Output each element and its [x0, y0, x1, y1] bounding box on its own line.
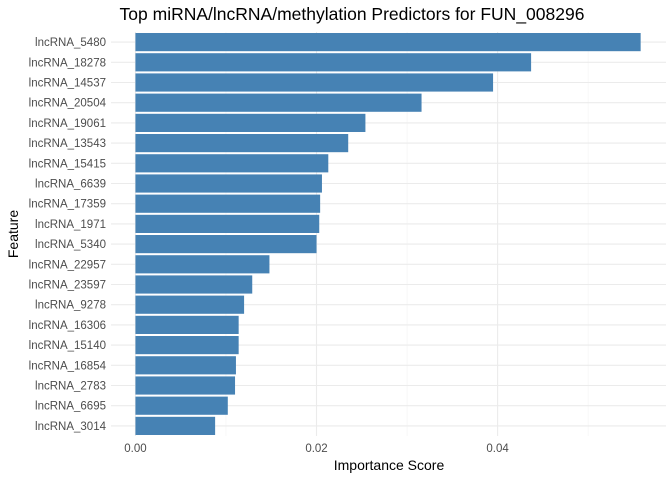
grid-lines — [111, 32, 666, 436]
bar-lncrna-16854 — [135, 356, 236, 375]
y-tick-label: lncRNA_16854 — [29, 360, 107, 372]
bar-lncrna-9278 — [135, 295, 245, 314]
y-tick-label: lncRNA_15140 — [29, 340, 106, 352]
y-tick-labels: lncRNA_5480 lncRNA_18278 lncRNA_14537 lncRN… — [29, 37, 107, 433]
y-tick-label: lncRNA_9278 — [35, 300, 106, 312]
y-tick-label: lncRNA_15415 — [29, 158, 106, 170]
bar-lncrna-5340 — [135, 235, 317, 254]
y-tick-label: lncRNA_22957 — [29, 259, 106, 271]
bar-lncrna-5480 — [135, 33, 641, 52]
bar-lncrna-6695 — [135, 396, 228, 415]
bar-lncrna-23597 — [135, 275, 253, 294]
bar-lncrna-16306 — [135, 315, 239, 334]
x-axis-title: Importance Score — [334, 457, 445, 473]
y-tick-label: lncRNA_16306 — [29, 320, 106, 332]
bar-lncrna-15140 — [135, 336, 239, 355]
bar-lncrna-20504 — [135, 93, 422, 112]
y-tick-label: lncRNA_23597 — [29, 280, 106, 292]
y-tick-label: lncRNA_5340 — [35, 239, 106, 251]
bar-lncrna-19061 — [135, 113, 366, 132]
x-tick-label: 0.02 — [305, 443, 327, 455]
y-tick-label: lncRNA_17359 — [29, 199, 106, 211]
y-tick-label: lncRNA_6695 — [35, 401, 106, 413]
x-tick-label: 0.00 — [124, 443, 146, 455]
y-tick-label: lncRNA_20504 — [29, 98, 107, 110]
bars — [135, 33, 641, 435]
y-tick-label: lncRNA_2783 — [35, 381, 106, 393]
bar-lncrna-6639 — [135, 174, 322, 193]
bar-lncrna-2783 — [135, 376, 236, 395]
y-tick-label: lncRNA_14537 — [29, 78, 106, 90]
x-tick-labels: 0.00 0.02 0.04 — [124, 443, 509, 455]
chart-title: Top miRNA/lncRNA/methylation Predictors … — [120, 4, 585, 25]
y-tick-label: lncRNA_5480 — [35, 37, 106, 49]
bar-lncrna-17359 — [135, 194, 321, 213]
y-tick-label: lncRNA_6639 — [35, 179, 106, 191]
x-tick-label: 0.04 — [486, 443, 509, 455]
bar-lncrna-18278 — [135, 53, 532, 72]
bar-lncrna-15415 — [135, 154, 329, 173]
bar-lncrna-14537 — [135, 73, 494, 92]
bar-lncrna-22957 — [135, 255, 270, 274]
y-axis-title: Feature — [5, 210, 21, 258]
y-tick-label: lncRNA_18278 — [29, 57, 106, 69]
bar-lncrna-1971 — [135, 214, 320, 233]
y-tick-label: lncRNA_1971 — [35, 219, 106, 231]
bar-lncrna-13543 — [135, 134, 349, 153]
y-tick-label: lncRNA_3014 — [35, 421, 107, 433]
y-tick-label: lncRNA_19061 — [29, 118, 106, 130]
y-tick-label: lncRNA_13543 — [29, 138, 106, 150]
bar-lncrna-3014 — [135, 416, 216, 435]
